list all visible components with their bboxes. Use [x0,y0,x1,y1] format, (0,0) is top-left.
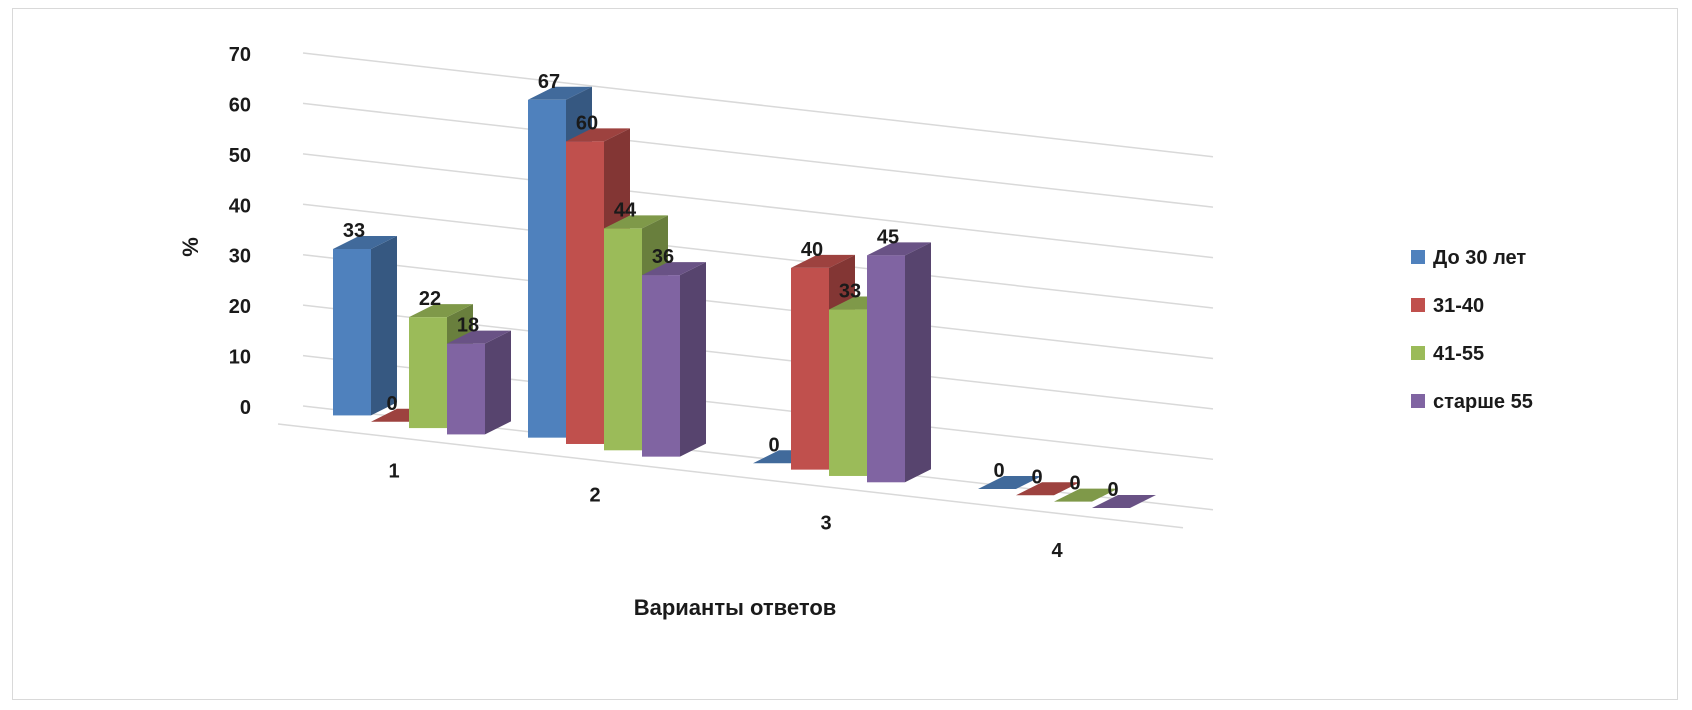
gridline [302,203,1214,309]
legend: До 30 лет 31-40 41-55 старше 55 [1411,247,1533,413]
legend-swatch [1411,346,1425,360]
legend-label: старше 55 [1433,391,1533,413]
x-tick-label: 4 [1051,540,1063,562]
y-tick-label: 10 [229,347,251,369]
gridline [302,102,1214,208]
data-label: 0 [1069,473,1080,495]
data-label: 36 [652,246,674,268]
legend-label: До 30 лет [1433,247,1526,269]
x-axis-title: Варианты ответов [634,595,837,620]
data-label: 33 [839,281,861,303]
y-tick-label: 20 [229,296,251,318]
gridline [302,52,1214,158]
data-label: 22 [419,288,441,310]
y-axis-ticks: 0 10 20 30 40 50 60 70 [229,44,251,419]
legend-item: 31-40 [1411,295,1484,317]
legend-swatch [1411,394,1425,408]
bars [333,86,1156,508]
legend-item: старше 55 [1411,391,1533,413]
data-label: 0 [386,393,397,415]
legend-item: До 30 лет [1411,247,1526,269]
data-label: 44 [614,199,637,221]
bar [1016,482,1080,496]
bar [978,475,1042,489]
gridline [302,253,1214,360]
y-axis-title: % [178,237,203,257]
floor-edge [277,423,1184,529]
legend-swatch [1411,250,1425,264]
bar [867,242,931,483]
legend-swatch [1411,298,1425,312]
data-label: 33 [343,220,365,242]
gridline [302,153,1214,259]
legend-label: 41-55 [1433,343,1484,365]
chart-frame: 0 10 20 30 40 50 60 70 33 0 22 18 67 60 44 36 0 40 33 45 0 0… [12,8,1678,700]
bar [1092,494,1156,508]
y-tick-label: 70 [229,44,251,66]
legend-item: 41-55 [1411,343,1484,365]
x-tick-label: 1 [388,461,399,483]
data-label: 45 [877,226,899,248]
legend-label: 31-40 [1433,295,1484,317]
y-tick-label: 40 [229,195,251,217]
data-label: 0 [993,460,1004,482]
x-axis-ticks: 1 2 3 4 [388,461,1063,563]
data-label: 18 [457,315,479,337]
x-tick-label: 2 [589,485,600,507]
data-label: 0 [1107,479,1118,501]
bar [333,236,397,416]
x-tick-label: 3 [820,512,831,534]
data-labels: 33 0 22 18 67 60 44 36 0 40 33 45 0 0 0 0 [343,71,1119,501]
bar [1054,488,1118,502]
data-label: 67 [538,71,560,93]
y-tick-label: 60 [229,94,251,116]
data-label: 60 [576,112,598,134]
data-label: 0 [1031,466,1042,488]
bar [642,262,706,457]
data-label: 0 [768,434,779,456]
y-tick-label: 30 [229,246,251,268]
bar [447,330,511,435]
y-tick-label: 50 [229,145,251,167]
data-label: 40 [801,239,823,261]
y-tick-label: 0 [240,397,251,419]
